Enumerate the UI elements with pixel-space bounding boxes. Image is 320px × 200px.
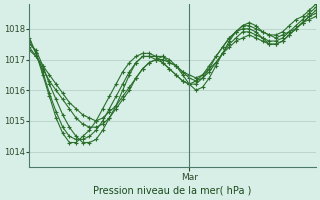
X-axis label: Pression niveau de la mer( hPa ): Pression niveau de la mer( hPa ) xyxy=(93,186,252,196)
